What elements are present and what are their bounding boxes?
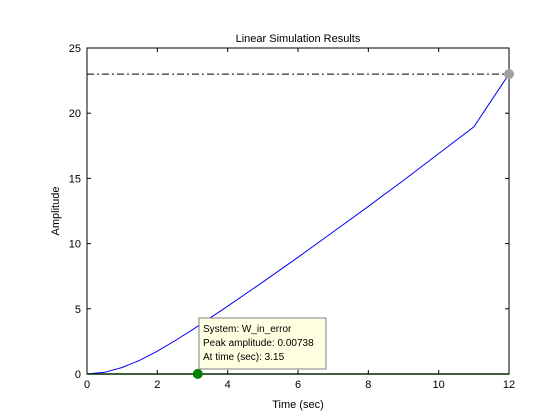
series-line-1 [86,73,510,375]
x-tick-label: 8 [365,379,371,391]
y-tick-label: 20 [69,108,81,120]
y-tick-label: 0 [75,369,81,381]
y-axis-label: Amplitude [50,187,62,236]
datatip[interactable]: System: W_in_error Peak amplitude: 0.007… [198,317,327,370]
data-marker-2[interactable] [192,368,203,379]
tick-labels-group: 0 2 4 6 8 10 12 0 5 10 15 20 25 [69,43,515,391]
y-tick-label: 5 [75,304,81,316]
x-tick-label: 4 [225,379,231,391]
y-tick-label: 15 [69,173,81,185]
x-tick-label: 6 [295,379,301,391]
data-marker-1[interactable] [504,69,514,80]
datatip-system: System: W_in_error [203,324,292,335]
datatip-peak: Peak amplitude: 0.00738 [203,338,314,349]
x-tick-label: 12 [503,379,515,391]
x-axis-label: Time (sec) [272,399,324,411]
y-tick-label: 10 [69,239,81,251]
datatip-box [198,317,327,370]
markers-group[interactable] [192,69,514,379]
x-tick-label: 2 [154,379,160,391]
x-tick-label: 10 [433,379,445,391]
x-tick-label: 0 [84,379,90,391]
datatip-time: At time (sec): 3.15 [203,352,285,363]
y-tick-label: 25 [69,43,81,55]
chart-title: Linear Simulation Results [236,33,361,45]
ticks-group [86,47,510,375]
